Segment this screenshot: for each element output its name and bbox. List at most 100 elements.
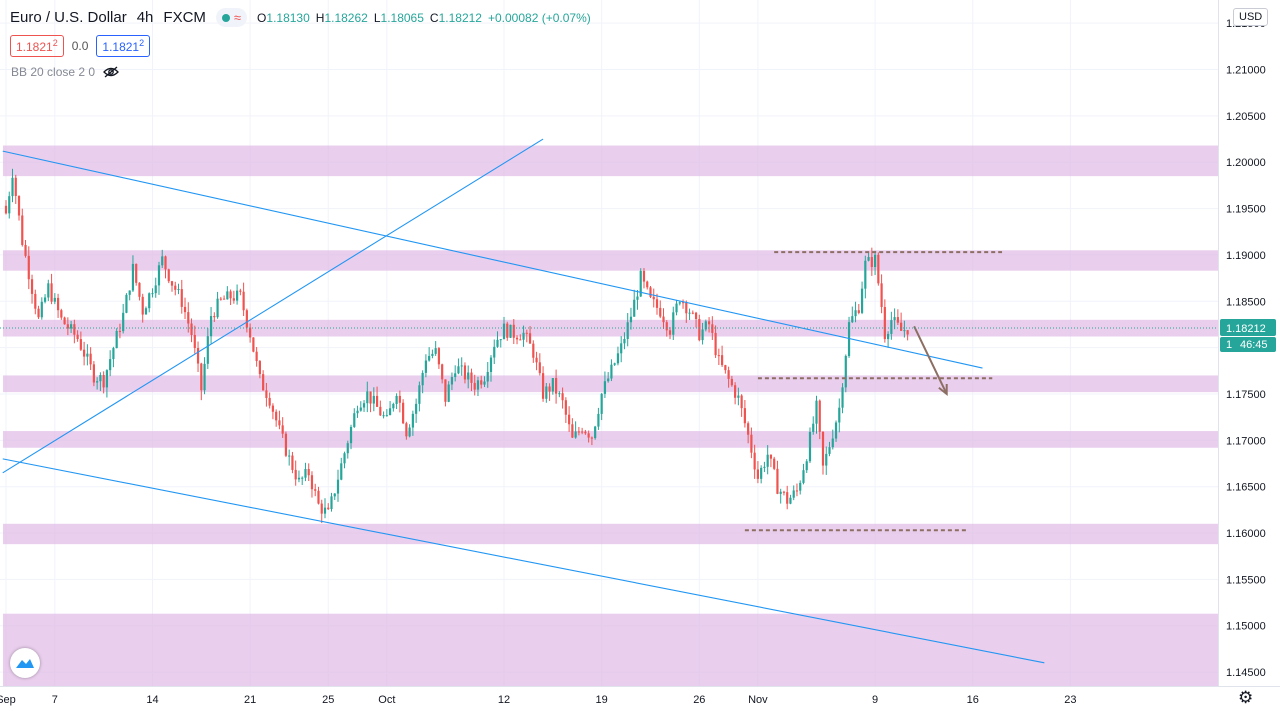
sell-price-button[interactable]: 1.18212 [10, 35, 64, 57]
candle-down [190, 323, 193, 335]
price-tick-label: 1.15000 [1226, 621, 1266, 633]
candle-up [457, 366, 460, 374]
candle-up [40, 301, 43, 318]
candle-down [102, 375, 105, 388]
candle-down [821, 431, 825, 466]
market-status[interactable]: ≈ [215, 8, 248, 27]
time-tick-label: 26 [693, 694, 705, 706]
price-tick-label: 1.21000 [1226, 65, 1266, 77]
candle-down [118, 330, 122, 332]
candle-down [691, 312, 694, 314]
candle-down [37, 308, 40, 318]
candle-up [128, 290, 131, 295]
candle-down [258, 361, 261, 375]
price-tick-label: 1.17500 [1226, 389, 1266, 401]
time-tick-label: 14 [146, 694, 158, 706]
candle-down [141, 296, 144, 315]
time-tick-label: Nov [748, 694, 768, 706]
candle-down [769, 454, 773, 459]
candle-down [512, 324, 515, 338]
candle-up [633, 299, 636, 317]
candle-up [678, 302, 681, 304]
candle-down [786, 492, 789, 504]
candle-down [681, 302, 685, 304]
candle-down [444, 379, 447, 402]
candle-up [893, 317, 896, 321]
candle-down [310, 475, 314, 490]
candle-down [60, 310, 63, 318]
candle-up [434, 348, 437, 354]
tradingview-logo-icon[interactable] [10, 648, 40, 678]
candle-up [805, 461, 808, 471]
candle-up [115, 330, 118, 349]
candle-down [714, 332, 717, 356]
candle-up [623, 338, 626, 344]
candle-up [558, 393, 561, 395]
candle-down [532, 343, 535, 358]
candle-up [799, 482, 802, 491]
candle-up [340, 463, 343, 480]
countdown-prefix: 1 [1226, 339, 1232, 351]
candle-up [333, 493, 336, 497]
price-tick-label: 1.20500 [1226, 111, 1266, 123]
candle-down [857, 310, 860, 313]
candle-down [906, 330, 909, 335]
candle-down [473, 382, 476, 390]
candle-up [96, 381, 99, 383]
candle-down [375, 395, 379, 407]
candle-down [398, 395, 401, 403]
candle-up [366, 391, 369, 404]
candle-down [138, 282, 141, 297]
candle-down [818, 400, 821, 432]
indicator-legend[interactable]: BB 20 close 2 0 [11, 65, 119, 79]
candle-down [548, 386, 551, 392]
candle-up [206, 336, 209, 364]
candle-up [11, 177, 14, 197]
candle-up [844, 355, 847, 388]
candle-up [209, 316, 213, 337]
candle-down [271, 405, 275, 412]
candle-down [437, 348, 441, 365]
gear-icon[interactable]: ⚙ [1238, 688, 1254, 707]
candle-down [170, 281, 174, 286]
candle-down [187, 312, 190, 324]
buy-price-value: 1.1821 [102, 40, 140, 54]
open-label: O [257, 10, 267, 25]
candle-up [509, 324, 512, 338]
candle-up [841, 387, 844, 408]
currency-button[interactable]: USD [1233, 8, 1269, 26]
low-label: L [373, 10, 381, 25]
interval-label[interactable]: 4h [136, 9, 154, 26]
candle-up [372, 395, 375, 404]
candle-up [359, 407, 362, 411]
trade-prices: 1.18212 0.0 1.18212 [10, 35, 151, 57]
candle-down [73, 324, 76, 335]
candle-down [707, 321, 711, 325]
symbol-title[interactable]: Euro / U.S. Dollar [10, 9, 127, 26]
candle-up [70, 324, 73, 329]
candle-up [636, 296, 639, 300]
candle-down [281, 425, 284, 434]
candle-down [750, 434, 753, 453]
candle-down [222, 298, 226, 300]
candle-up [600, 393, 603, 414]
candle-up [574, 431, 577, 438]
supply-demand-zone [3, 431, 1218, 448]
candle-up [47, 283, 50, 298]
buy-price-button[interactable]: 1.18212 [96, 35, 151, 57]
current-price-label: 1.18212 [1226, 323, 1266, 335]
candle-down [880, 283, 883, 308]
candle-down [470, 372, 473, 383]
eye-off-icon[interactable] [103, 66, 119, 78]
candle-down [685, 302, 688, 314]
price-tick-label: 1.19500 [1226, 204, 1266, 216]
candle-up [447, 384, 450, 402]
candle-up [763, 466, 766, 468]
change-value: +0.00082 (+0.07%) [487, 10, 591, 25]
candle-down [275, 411, 278, 421]
candle-down [135, 263, 138, 283]
close-value: 1.18212 [438, 10, 482, 25]
candle-down [327, 507, 330, 510]
